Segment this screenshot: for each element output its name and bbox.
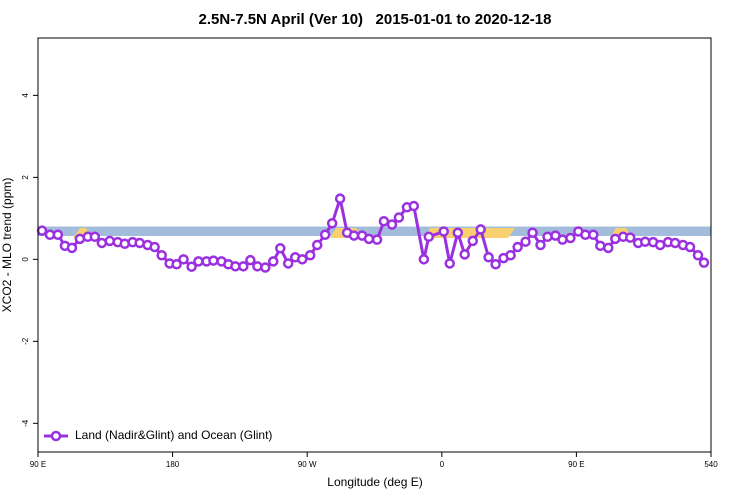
y-tick-label: 4: [21, 93, 30, 98]
point: [89, 231, 101, 243]
point: [588, 229, 599, 241]
point: [603, 242, 614, 254]
point: [149, 241, 160, 253]
point: [393, 212, 405, 223]
point: [418, 254, 430, 265]
point: [452, 227, 464, 238]
y-tick-label: -4: [21, 419, 30, 427]
point: [252, 261, 263, 272]
chart-title: 2.5N-7.5N April (Ver 10) 2015-01-01 to 2…: [199, 11, 552, 28]
overlay: [36, 192, 710, 273]
point: [520, 236, 531, 247]
point: [186, 261, 197, 272]
point: [483, 252, 494, 263]
x-tick-label: 90 W: [298, 460, 317, 469]
y-tick-label: 0: [21, 257, 30, 262]
point: [348, 230, 360, 241]
point: [698, 257, 710, 268]
point: [66, 242, 78, 254]
point: [52, 229, 64, 241]
point: [386, 219, 398, 230]
point: [297, 254, 308, 265]
x-tick-label: 90 E: [568, 460, 584, 469]
point: [684, 241, 696, 253]
point: [334, 193, 346, 204]
point: [371, 234, 383, 245]
point: [527, 227, 538, 238]
point: [444, 258, 455, 269]
point: [304, 249, 316, 261]
point: [171, 259, 182, 270]
y-tick-label: 2: [21, 175, 30, 180]
x-tick-label: 90 E: [30, 460, 46, 469]
point: [104, 235, 116, 247]
point: [178, 254, 189, 265]
point: [238, 261, 249, 272]
point: [423, 231, 435, 243]
point: [326, 218, 338, 229]
point: [542, 231, 553, 243]
plot-area: [38, 226, 711, 236]
point: [512, 241, 523, 253]
point: [363, 233, 375, 245]
point: [475, 224, 486, 235]
point: [311, 239, 323, 251]
point: [119, 238, 130, 250]
y-tick-label: -2: [21, 337, 30, 345]
legend-label: Land (Nadir&Glint) and Ocean (Glint): [75, 428, 272, 442]
point: [535, 239, 546, 251]
point: [557, 234, 568, 245]
point: [260, 262, 271, 273]
point: [408, 200, 420, 212]
point: [438, 226, 449, 237]
point: [193, 256, 204, 267]
x-tick-label: 0: [440, 460, 445, 469]
point: [268, 256, 279, 267]
plot-frame: [37, 37, 712, 453]
point: [624, 232, 636, 243]
reference-band: [38, 226, 711, 236]
point: [490, 259, 501, 270]
point: [275, 243, 286, 254]
point: [208, 255, 219, 266]
x-tick-label: 540: [704, 460, 718, 469]
point: [282, 258, 294, 269]
point: [245, 254, 256, 266]
point: [692, 249, 704, 261]
point: [156, 249, 167, 261]
point: [505, 249, 516, 261]
point: [459, 249, 470, 260]
legend-marker: [50, 430, 62, 442]
x-axis-label: Longitude (deg E): [327, 475, 422, 489]
point: [565, 232, 576, 244]
point: [36, 225, 48, 236]
x-tick-label: 180: [166, 460, 180, 469]
point: [319, 229, 331, 241]
point: [378, 215, 390, 227]
point: [467, 235, 479, 247]
y-axis-label: XCO2 - MLO trend (ppm): [0, 178, 14, 313]
